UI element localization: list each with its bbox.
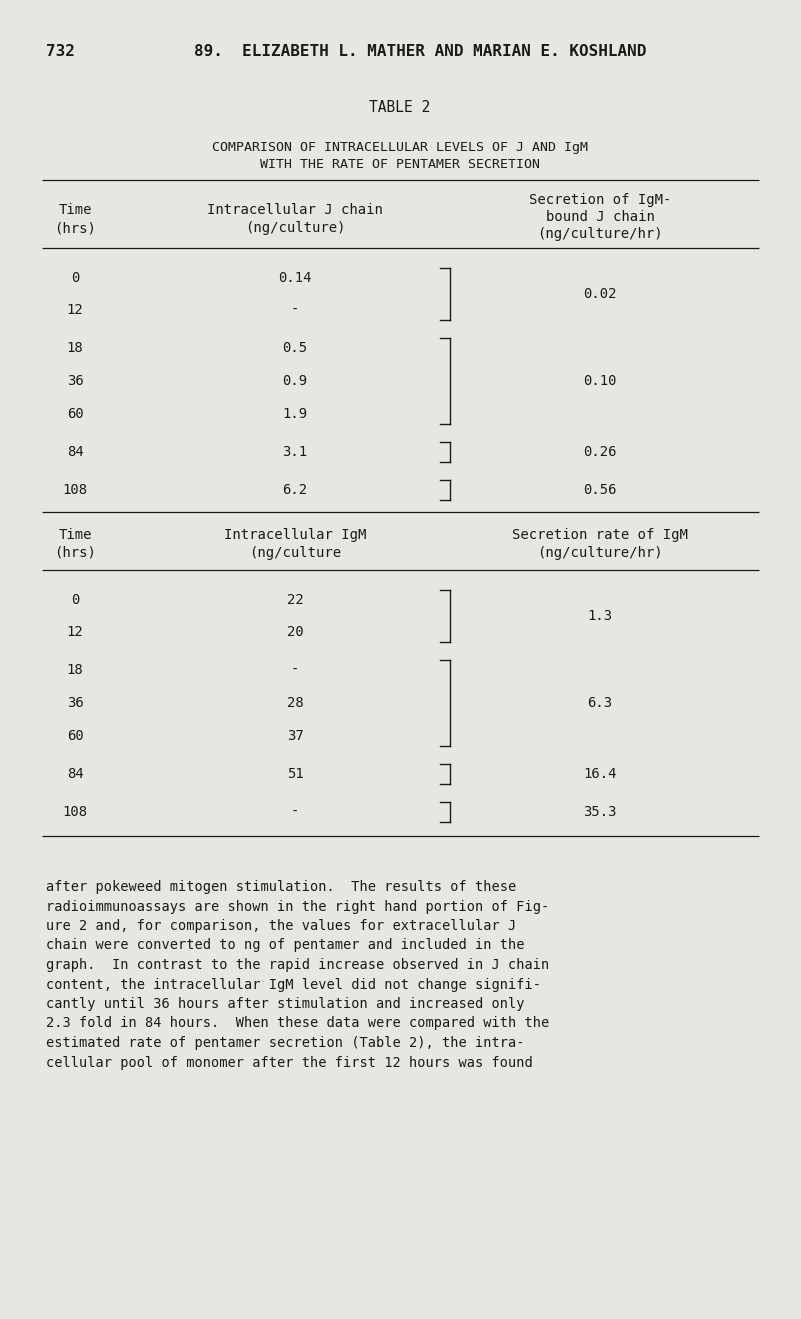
Text: 732: 732 xyxy=(46,45,74,59)
Text: 89.  ELIZABETH L. MATHER AND MARIAN E. KOSHLAND: 89. ELIZABETH L. MATHER AND MARIAN E. KO… xyxy=(194,45,646,59)
Text: 0.26: 0.26 xyxy=(583,445,617,459)
Text: 51: 51 xyxy=(287,768,304,781)
Text: 22: 22 xyxy=(287,594,304,607)
Text: 6.3: 6.3 xyxy=(587,696,613,710)
Text: radioimmunoassays are shown in the right hand portion of Fig-: radioimmunoassays are shown in the right… xyxy=(46,900,549,914)
Text: (ng/culture/hr): (ng/culture/hr) xyxy=(537,546,662,561)
Text: 0.02: 0.02 xyxy=(583,288,617,301)
Text: (ng/culture/hr): (ng/culture/hr) xyxy=(537,227,662,241)
Text: 0: 0 xyxy=(70,594,79,607)
Text: Intracellular J chain: Intracellular J chain xyxy=(207,203,383,218)
Text: 60: 60 xyxy=(66,729,83,743)
Text: 18: 18 xyxy=(66,663,83,677)
Text: 16.4: 16.4 xyxy=(583,768,617,781)
Text: COMPARISON OF INTRACELLULAR LEVELS OF J AND IgM: COMPARISON OF INTRACELLULAR LEVELS OF J … xyxy=(212,141,588,154)
Text: Secretion of IgM-: Secretion of IgM- xyxy=(529,193,671,207)
Text: content, the intracellular IgM level did not change signifi-: content, the intracellular IgM level did… xyxy=(46,977,541,992)
Text: 6.2: 6.2 xyxy=(283,483,308,497)
Text: Secretion rate of IgM: Secretion rate of IgM xyxy=(512,528,688,542)
Text: 0: 0 xyxy=(70,270,79,285)
Text: graph.  In contrast to the rapid increase observed in J chain: graph. In contrast to the rapid increase… xyxy=(46,958,549,972)
Text: 60: 60 xyxy=(66,408,83,421)
Text: 2.3 fold in 84 hours.  When these data were compared with the: 2.3 fold in 84 hours. When these data we… xyxy=(46,1017,549,1030)
Text: 35.3: 35.3 xyxy=(583,805,617,819)
Text: -: - xyxy=(291,805,300,819)
Text: 37: 37 xyxy=(287,729,304,743)
Text: 28: 28 xyxy=(287,696,304,710)
Text: -: - xyxy=(291,663,300,677)
Text: cellular pool of monomer after the first 12 hours was found: cellular pool of monomer after the first… xyxy=(46,1055,533,1070)
Text: WITH THE RATE OF PENTAMER SECRETION: WITH THE RATE OF PENTAMER SECRETION xyxy=(260,158,540,171)
Text: 12: 12 xyxy=(66,303,83,317)
Text: (hrs): (hrs) xyxy=(54,222,96,235)
Text: after pokeweed mitogen stimulation.  The results of these: after pokeweed mitogen stimulation. The … xyxy=(46,880,517,894)
Text: TABLE 2: TABLE 2 xyxy=(369,100,431,116)
Text: estimated rate of pentamer secretion (Table 2), the intra-: estimated rate of pentamer secretion (Ta… xyxy=(46,1035,525,1050)
Text: 108: 108 xyxy=(62,483,87,497)
Text: 108: 108 xyxy=(62,805,87,819)
Text: 84: 84 xyxy=(66,445,83,459)
Text: 18: 18 xyxy=(66,342,83,355)
Text: cantly until 36 hours after stimulation and increased only: cantly until 36 hours after stimulation … xyxy=(46,997,525,1010)
Text: 0.10: 0.10 xyxy=(583,375,617,388)
Text: bound J chain: bound J chain xyxy=(545,210,654,224)
Text: 0.14: 0.14 xyxy=(278,270,312,285)
Text: 1.3: 1.3 xyxy=(587,609,613,623)
Text: 36: 36 xyxy=(66,696,83,710)
Text: ure 2 and, for comparison, the values for extracellular J: ure 2 and, for comparison, the values fo… xyxy=(46,919,517,933)
Text: (hrs): (hrs) xyxy=(54,546,96,561)
Text: 1.9: 1.9 xyxy=(283,408,308,421)
Text: -: - xyxy=(291,303,300,317)
Text: 84: 84 xyxy=(66,768,83,781)
Text: Time: Time xyxy=(58,528,92,542)
Text: 20: 20 xyxy=(287,625,304,638)
Text: chain were converted to ng of pentamer and included in the: chain were converted to ng of pentamer a… xyxy=(46,939,525,952)
Text: 0.9: 0.9 xyxy=(283,375,308,388)
Text: 0.5: 0.5 xyxy=(283,342,308,355)
Text: 12: 12 xyxy=(66,625,83,638)
Text: (ng/culture): (ng/culture) xyxy=(245,222,345,235)
Text: 0.56: 0.56 xyxy=(583,483,617,497)
Text: Intracellular IgM: Intracellular IgM xyxy=(223,528,366,542)
Text: Time: Time xyxy=(58,203,92,218)
Text: 3.1: 3.1 xyxy=(283,445,308,459)
Text: (ng/culture: (ng/culture xyxy=(249,546,341,561)
Text: 36: 36 xyxy=(66,375,83,388)
